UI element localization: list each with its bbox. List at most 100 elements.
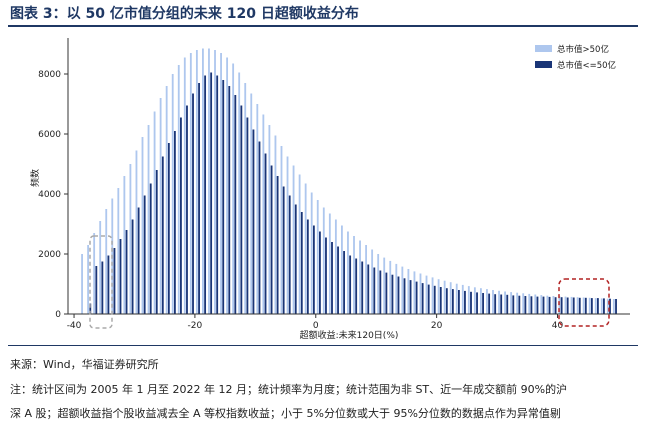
bar-gt50	[564, 296, 567, 314]
x-tick-label: 40	[552, 321, 564, 331]
bar-gt50	[582, 297, 585, 314]
bar-gt50	[558, 296, 561, 314]
highlight-box-left	[89, 235, 113, 329]
y-tick-label: 6000	[38, 130, 61, 140]
bar-le50	[198, 83, 200, 314]
bar-le50	[470, 291, 472, 314]
bar-gt50	[413, 271, 416, 314]
bar-le50	[609, 298, 611, 314]
bar-le50	[451, 289, 454, 314]
bar-le50	[536, 296, 539, 314]
bar-gt50	[256, 104, 259, 314]
bar-gt50	[262, 114, 265, 314]
bar-gt50	[208, 48, 210, 314]
bar-le50	[506, 294, 509, 314]
x-tick-label: -20	[188, 321, 203, 331]
bar-gt50	[117, 188, 120, 314]
bar-le50	[161, 156, 164, 314]
bar-gt50	[87, 245, 90, 314]
bar-gt50	[250, 93, 253, 314]
bar-le50	[427, 284, 430, 314]
bar-le50	[343, 251, 345, 314]
bar-gt50	[600, 298, 603, 314]
bar-gt50	[534, 294, 537, 314]
bar-le50	[464, 290, 466, 314]
footnote-line-2: 深 A 股；超额收益指个股收益减去全 A 等权指数收益；小于 5%分位数或大于 …	[10, 407, 561, 420]
bar-le50	[385, 272, 388, 314]
bar-le50	[173, 131, 176, 314]
bar-gt50	[189, 53, 192, 314]
bar-gt50	[322, 207, 325, 314]
bar-le50	[325, 237, 327, 314]
bar-le50	[228, 86, 231, 314]
bar-gt50	[159, 98, 162, 314]
bar-le50	[240, 105, 243, 314]
bar-gt50	[498, 290, 500, 314]
bar-gt50	[244, 83, 247, 314]
bar-gt50	[612, 299, 615, 314]
bar-le50	[180, 117, 182, 314]
bar-gt50	[286, 156, 289, 314]
bar-gt50	[274, 135, 277, 314]
bar-le50	[113, 248, 116, 314]
bar-le50	[615, 299, 617, 314]
y-axis-label: 频数	[29, 169, 41, 187]
bar-gt50	[570, 296, 573, 314]
bar-le50	[101, 261, 104, 314]
bar-gt50	[407, 269, 410, 314]
bar-le50	[119, 239, 122, 314]
bar-gt50	[588, 297, 591, 314]
bar-le50	[500, 294, 503, 314]
bar-le50	[276, 176, 279, 314]
bar-gt50	[81, 254, 83, 314]
bar-gt50	[359, 240, 361, 314]
bar-gt50	[552, 296, 555, 314]
bar-gt50	[455, 283, 458, 314]
bar-le50	[542, 296, 545, 314]
y-axis-ticks: 0 2000 4000 6000 8000	[38, 70, 68, 320]
legend: 总市值>50亿 总市值<=50亿	[535, 44, 616, 71]
bar-gt50	[389, 260, 392, 314]
bar-gt50	[304, 183, 307, 314]
bar-gt50	[443, 280, 446, 314]
bar-le50	[355, 258, 358, 314]
bar-le50	[548, 296, 551, 314]
bar-gt50	[141, 137, 144, 314]
bar-le50	[572, 297, 575, 314]
bar-gt50	[479, 288, 482, 314]
bar-le50	[524, 296, 527, 314]
bar-gt50	[316, 200, 319, 314]
bar-gt50	[522, 293, 525, 314]
bar-gt50	[546, 295, 549, 314]
bar-gt50	[576, 297, 579, 314]
y-tick-label: 4000	[38, 190, 61, 200]
bar-gt50	[153, 111, 156, 314]
bar-gt50	[504, 291, 506, 314]
bar-gt50	[334, 219, 337, 314]
bar-gt50	[510, 292, 513, 314]
bar-le50	[210, 72, 213, 314]
bar-gt50	[377, 254, 380, 314]
bar-le50	[445, 288, 448, 314]
bar-gt50	[105, 209, 108, 314]
bar-le50	[258, 141, 261, 314]
bar-gt50	[214, 50, 216, 314]
bar-gt50	[268, 125, 271, 314]
bar-le50	[457, 290, 460, 314]
bar-gt50	[467, 286, 470, 314]
bar-le50	[107, 255, 110, 314]
footer-divider	[8, 345, 638, 346]
y-tick-label: 8000	[38, 70, 61, 80]
bar-gt50	[202, 48, 204, 314]
bar-gt50	[238, 72, 241, 314]
bar-gt50	[516, 292, 519, 314]
bar-le50	[270, 165, 273, 314]
bar-le50	[415, 281, 418, 314]
bar-gt50	[473, 287, 476, 314]
x-axis-label: 超额收益:未来120日(%)	[300, 329, 399, 341]
y-tick-label: 0	[55, 310, 61, 320]
bar-gt50	[437, 279, 440, 314]
bar-gt50	[594, 298, 597, 314]
bar-le50	[149, 183, 152, 314]
bar-le50	[397, 276, 400, 314]
